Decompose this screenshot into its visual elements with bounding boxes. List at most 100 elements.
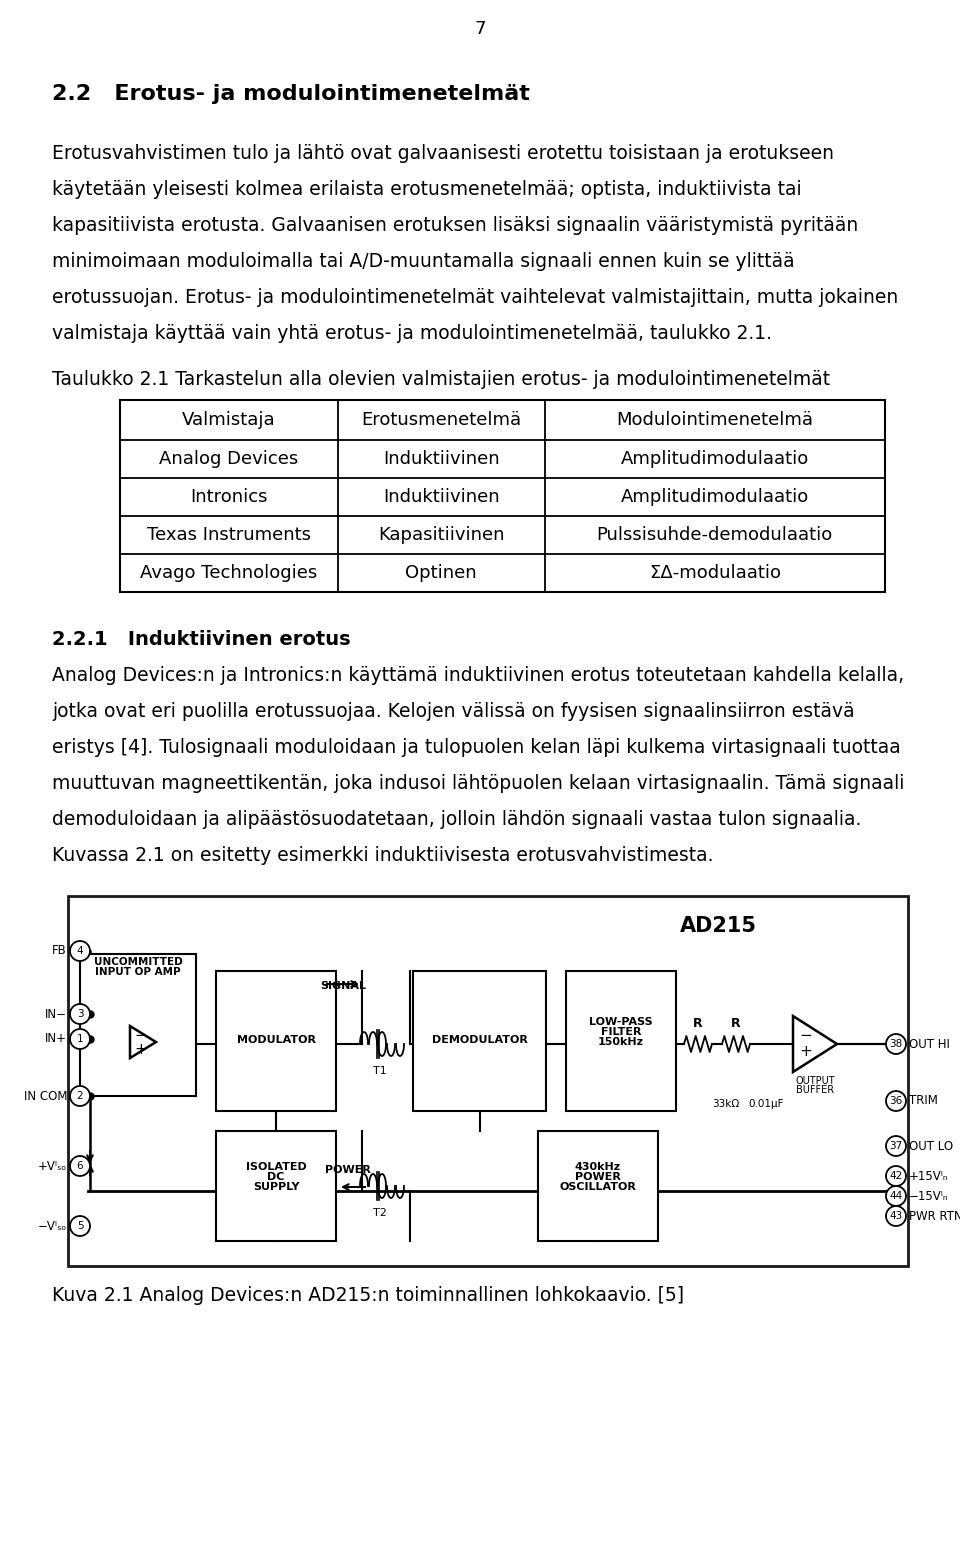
Text: Erotusvahvistimen tulo ja lähtö ovat galvaanisesti erotettu toisistaan ja erotuk: Erotusvahvistimen tulo ja lähtö ovat gal… [52,144,834,164]
Text: −: − [134,1028,147,1042]
Text: 5: 5 [77,1221,84,1231]
Text: Amplitudimodulaatio: Amplitudimodulaatio [621,449,809,468]
Text: Amplitudimodulaatio: Amplitudimodulaatio [621,488,809,506]
Circle shape [70,1028,90,1048]
Text: kapasitiivista erotusta. Galvaanisen erotuksen lisäksi signaalin vääristymistä p: kapasitiivista erotusta. Galvaanisen ero… [52,216,858,235]
Text: Pulssisuhde­demodulaatio: Pulssisuhde­demodulaatio [597,527,833,543]
Text: DEMODULATOR: DEMODULATOR [432,1034,527,1045]
Text: Induktiivinen: Induktiivinen [383,449,499,468]
Text: 36: 36 [889,1096,902,1106]
Text: 2: 2 [77,1092,84,1101]
Text: Texas Instruments: Texas Instruments [147,527,311,543]
Text: 43: 43 [889,1210,902,1221]
Text: POWER: POWER [575,1172,621,1183]
Text: Taulukko 2.1 Tarkastelun alla olevien valmistajien erotus- ja modulointimenetelm: Taulukko 2.1 Tarkastelun alla olevien va… [52,371,830,389]
Text: Valmistaja: Valmistaja [182,411,276,429]
Text: SIGNAL: SIGNAL [320,980,366,991]
Text: OUTPUT: OUTPUT [795,1076,835,1085]
Text: OUT LO: OUT LO [909,1139,953,1152]
Text: IN−: IN− [45,1008,67,1021]
Text: UNCOMMITTED: UNCOMMITTED [94,957,182,967]
Bar [538,1132,658,1241]
Text: FB: FB [52,945,67,957]
Circle shape [70,1156,90,1177]
Text: POWER: POWER [325,1166,371,1175]
Circle shape [70,940,90,960]
Text: TRIM: TRIM [909,1095,938,1107]
Text: −Vᴵₛₒ: −Vᴵₛₒ [37,1220,67,1232]
Text: T1: T1 [373,1065,387,1076]
Text: LOW-PASS: LOW-PASS [589,1016,653,1027]
Circle shape [70,1004,90,1024]
Text: 430kHz: 430kHz [575,1161,621,1172]
Text: FILTER: FILTER [601,1027,641,1038]
Text: Avago Technologies: Avago Technologies [140,564,318,582]
Bar [216,971,336,1112]
Text: valmistaja käyttää vain yhtä erotus- ja modulointimenetelmää, taulukko 2.1.: valmistaja käyttää vain yhtä erotus- ja … [52,324,772,343]
Text: 2.2   Erotus- ja modulointimenetelmät: 2.2 Erotus- ja modulointimenetelmät [52,83,530,103]
Text: eristys [4]. Tulosignaali moduloidaan ja tulopuolen kelan läpi kulkema virtasign: eristys [4]. Tulosignaali moduloidaan ja… [52,738,900,757]
Text: R: R [732,1017,741,1030]
Text: T2: T2 [373,1207,387,1218]
Bar [80,954,196,1096]
Text: +: + [134,1042,147,1056]
Text: 150kHz: 150kHz [598,1038,644,1047]
Text: OUT HI: OUT HI [909,1038,949,1050]
Text: Intronics: Intronics [190,488,268,506]
Bar [216,1132,336,1241]
Text: 38: 38 [889,1039,902,1048]
Text: 37: 37 [889,1141,902,1150]
Text: IN+: IN+ [45,1033,67,1045]
Text: ΣΔ-modulaatio: ΣΔ-modulaatio [649,564,780,582]
Bar [566,971,676,1112]
Text: AD215: AD215 [680,916,757,936]
Text: Analog Devices:n ja Intronics:n käyttämä induktiivinen erotus toteutetaan kahdel: Analog Devices:n ja Intronics:n käyttämä… [52,665,904,686]
Bar [413,971,546,1112]
Bar [68,896,908,1266]
Text: 4: 4 [77,946,84,956]
Text: erotussuojan. Erotus- ja modulointimenetelmät vaihtelevat valmistajittain, mutta: erotussuojan. Erotus- ja modulointimenet… [52,289,899,307]
Text: Kuvassa 2.1 on esitetty esimerkki induktiivisesta erotusvahvistimesta.: Kuvassa 2.1 on esitetty esimerkki indukt… [52,846,713,865]
Circle shape [886,1034,906,1055]
Text: Optinen: Optinen [405,564,477,582]
Text: Analog Devices: Analog Devices [159,449,299,468]
Text: Kapasitiivinen: Kapasitiivinen [378,527,505,543]
Text: R: R [693,1017,703,1030]
Text: Kuva 2.1 Analog Devices:n AD215:n toiminnallinen lohkokaavio. [5]: Kuva 2.1 Analog Devices:n AD215:n toimin… [52,1286,684,1305]
Circle shape [886,1206,906,1226]
Text: jotka ovat eri puolilla erotussuojaa. Kelojen välissä on fyysisen signaalinsiirr: jotka ovat eri puolilla erotussuojaa. Ke… [52,703,854,721]
Text: INPUT OP AMP: INPUT OP AMP [95,967,180,977]
Text: Modulointimenetelmä: Modulointimenetelmä [616,411,813,429]
Circle shape [70,1085,90,1106]
Text: 1: 1 [77,1034,84,1044]
Circle shape [886,1186,906,1206]
Text: MODULATOR: MODULATOR [236,1034,316,1045]
Text: −15Vᴵₙ: −15Vᴵₙ [909,1189,948,1203]
Text: muuttuvan magneettikentän, joka indusoi lähtöpuolen kelaan virtasignaalin. Tämä : muuttuvan magneettikentän, joka indusoi … [52,774,904,794]
Text: 3: 3 [77,1008,84,1019]
Text: minimoimaan moduloimalla tai A/D-muuntamalla signaali ennen kuin se ylittää: minimoimaan moduloimalla tai A/D-muuntam… [52,252,795,272]
Text: 7: 7 [474,20,486,39]
Circle shape [886,1166,906,1186]
Text: OSCILLATOR: OSCILLATOR [560,1183,636,1192]
Text: 44: 44 [889,1190,902,1201]
Text: +: + [799,1044,812,1059]
Text: 6: 6 [77,1161,84,1170]
Text: 33kΩ: 33kΩ [712,1099,739,1109]
Text: Erotusmenetelmä: Erotusmenetelmä [361,411,521,429]
Text: SUPPLY: SUPPLY [252,1183,300,1192]
Text: 42: 42 [889,1170,902,1181]
Text: BUFFER: BUFFER [796,1085,834,1095]
Text: +15Vᴵₙ: +15Vᴵₙ [909,1169,948,1183]
Text: demoduloidaan ja alipäästösuodatetaan, jolloin lähdön signaali vastaa tulon sign: demoduloidaan ja alipäästösuodatetaan, j… [52,811,861,829]
Bar [120,400,885,591]
Text: IN COM: IN COM [23,1090,67,1102]
Text: −: − [799,1028,812,1044]
Circle shape [886,1092,906,1112]
Text: PWR RTN: PWR RTN [909,1209,960,1223]
Text: Induktiivinen: Induktiivinen [383,488,499,506]
Text: 2.2.1   Induktiivinen erotus: 2.2.1 Induktiivinen erotus [52,630,350,648]
Text: +Vᴵₛₒ: +Vᴵₛₒ [37,1160,67,1172]
Text: DC: DC [267,1172,285,1183]
Text: ISOLATED: ISOLATED [246,1161,306,1172]
